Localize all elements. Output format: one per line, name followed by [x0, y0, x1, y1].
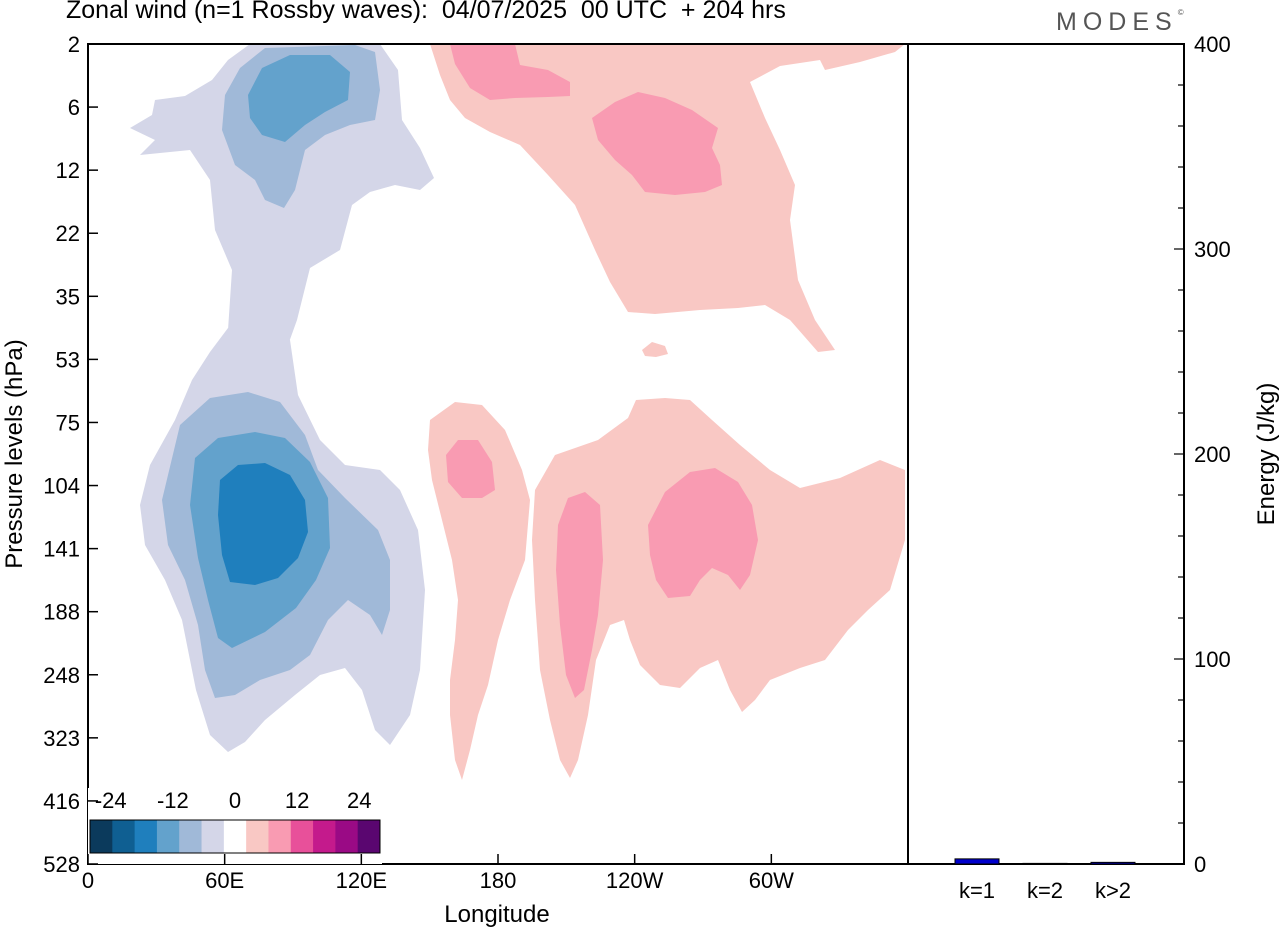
- contour-pos-2-east: [648, 468, 758, 598]
- colorbar-label: -24: [95, 788, 127, 813]
- energy-tick-label: 300: [1194, 237, 1231, 262]
- colorbar-swatch: [223, 820, 247, 853]
- y-tick-label: 141: [43, 537, 80, 562]
- brand-logo: MODES©: [1056, 8, 1184, 37]
- contour-neg-3-upper: [248, 55, 350, 142]
- y-tick-label: 528: [43, 852, 80, 877]
- colorbar-label: 12: [285, 788, 309, 813]
- contour-pos-light-upper: [430, 44, 905, 352]
- x-tick-label: 120W: [606, 868, 664, 893]
- x-tick-label: 60E: [205, 868, 244, 893]
- energy-tick-label: 400: [1194, 32, 1231, 57]
- colorbar-swatch: [134, 820, 158, 853]
- y-tick-label: 104: [43, 474, 80, 499]
- x-axis: 0 60E 120E 180 120W 60W: [82, 854, 794, 893]
- x-tick-label: 60W: [749, 868, 794, 893]
- contour-pos-2-top: [450, 44, 570, 100]
- energy-bar: [1022, 862, 1068, 865]
- colorbar-label: -12: [157, 788, 189, 813]
- colorbar-label: 0: [229, 788, 241, 813]
- energy-plot-frame: [907, 43, 1185, 865]
- colorbar-swatch: [90, 820, 113, 853]
- colorbar-swatch: [357, 820, 381, 853]
- contour-pos-2-small: [446, 440, 495, 498]
- y-tick-label: 2: [68, 32, 80, 57]
- colorbar: -24 -12 0 12 24: [88, 788, 382, 864]
- energy-tick-label: 200: [1194, 442, 1231, 467]
- y-tick-label: 416: [43, 789, 80, 814]
- x-axis-title: Longitude: [444, 901, 549, 928]
- y-tick-label: 75: [56, 410, 80, 435]
- colorbar-swatch: [246, 820, 269, 853]
- energy-category-label: k=1: [959, 878, 995, 903]
- contour-pos-light-mid: [428, 402, 530, 780]
- chart-title: Zonal wind (n=1 Rossby waves): 04/07/202…: [66, 0, 786, 24]
- colorbar-outline: [89, 819, 381, 854]
- contour-pos-2-upper: [592, 92, 722, 195]
- x-tick-label: 180: [480, 868, 517, 893]
- y-tick-label: 323: [43, 726, 80, 751]
- brand-mark: ©: [1177, 8, 1184, 17]
- contour-pos-light-east: [532, 398, 905, 778]
- colorbar-swatch: [268, 820, 292, 853]
- y-axis-title: Pressure levels (hPa): [1, 339, 28, 568]
- colorbar-swatch: [179, 820, 203, 853]
- energy-tick-label: 0: [1194, 852, 1206, 877]
- energy-category-label: k=2: [1027, 878, 1063, 903]
- colorbar-swatch: [156, 820, 180, 853]
- y-tick-label: 188: [43, 600, 80, 625]
- colorbar-swatch: [313, 820, 336, 853]
- x-tick-label: 0: [82, 868, 94, 893]
- y-tick-label: 6: [68, 95, 80, 120]
- energy-bar: [954, 858, 1000, 865]
- contour-field: [130, 44, 905, 864]
- colorbar-swatch: [335, 820, 359, 853]
- y-tick-label: 35: [56, 284, 80, 309]
- x-tick-label: 120E: [336, 868, 387, 893]
- colorbar-label: 24: [347, 788, 371, 813]
- colorbar-swatch: [201, 820, 225, 853]
- brand-text: MODES: [1056, 8, 1178, 36]
- energy-bars: k=1 k=2 k>2: [954, 858, 1136, 903]
- energy-category-label: k>2: [1095, 878, 1131, 903]
- colorbar-swatch: [290, 820, 314, 853]
- contour-pos-light-blob: [642, 342, 668, 357]
- y-tick-label: 53: [56, 347, 80, 372]
- y-tick-label: 22: [56, 221, 80, 246]
- energy-tick-label: 100: [1194, 647, 1231, 672]
- energy-axis: 0 100 200 300 400: [1174, 32, 1231, 877]
- colorbar-swatch: [112, 820, 136, 853]
- contour-neg-4: [218, 463, 308, 585]
- y-axis: 2 6 12 22 35 53 75 104 141 188 248 323 416 528: [43, 32, 98, 877]
- energy-bar: [1090, 861, 1136, 865]
- y-tick-label: 248: [43, 663, 80, 688]
- energy-axis-title: Energy (J/kg): [1253, 383, 1280, 526]
- contour-pos-2-strip: [556, 492, 603, 698]
- y-tick-label: 12: [56, 158, 80, 183]
